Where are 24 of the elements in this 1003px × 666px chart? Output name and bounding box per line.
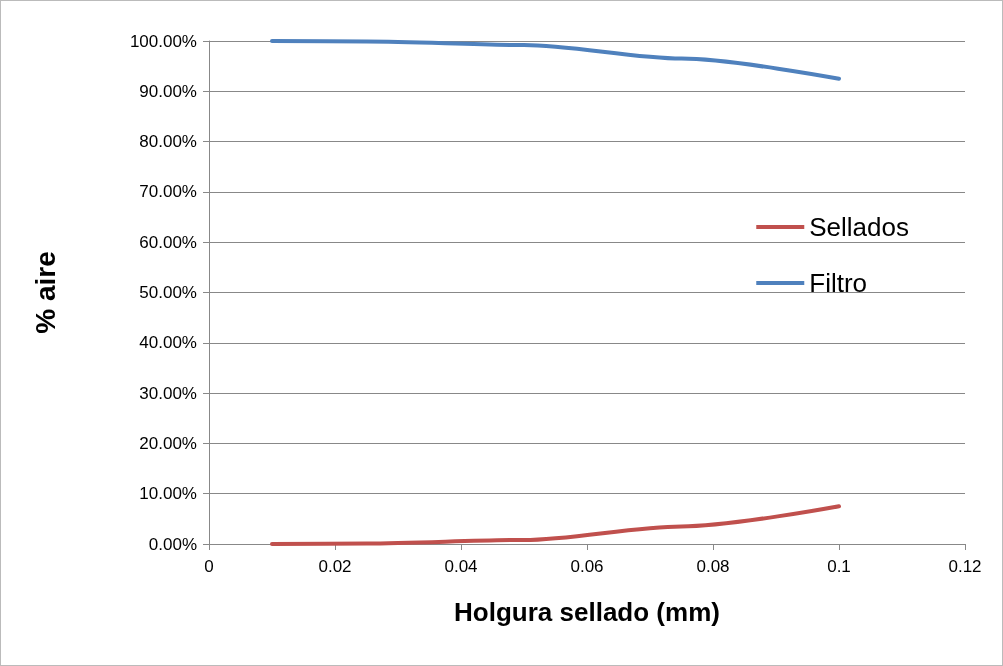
x-tick-label: 0 bbox=[204, 557, 214, 576]
y-tick-label: 80.00% bbox=[139, 132, 197, 152]
y-tick-label: 10.00% bbox=[139, 484, 197, 504]
y-tick-label: 70.00% bbox=[139, 182, 197, 202]
legend-label: Filtro bbox=[809, 268, 868, 298]
x-tick-label: 0.02 bbox=[318, 557, 352, 576]
y-tick-label: 50.00% bbox=[139, 283, 197, 302]
y-tick-label: 30.00% bbox=[139, 383, 197, 403]
x-tick-label: 0.04 bbox=[444, 557, 478, 576]
y-tick-label: 100.00% bbox=[129, 31, 197, 51]
x-tick-label: 0.06 bbox=[570, 557, 604, 576]
x-axis-title: Holgura sellado (mm) bbox=[454, 597, 720, 627]
y-tick-label: 0.00% bbox=[148, 534, 197, 554]
y-tick-label: 60.00% bbox=[139, 232, 197, 252]
y-tick-label: 20.00% bbox=[139, 433, 197, 453]
line-series bbox=[270, 39, 841, 81]
x-tick-label: 0.1 bbox=[827, 557, 851, 576]
y-axis-title: % aire bbox=[29, 251, 61, 334]
y-tick-label: 40.00% bbox=[139, 333, 197, 353]
y-tick-label: 90.00% bbox=[139, 81, 197, 101]
x-tick-label: 0.12 bbox=[948, 557, 982, 576]
legend-label: Sellados bbox=[809, 212, 909, 242]
line-series bbox=[270, 504, 841, 546]
x-tick-label: 0.08 bbox=[696, 557, 730, 576]
